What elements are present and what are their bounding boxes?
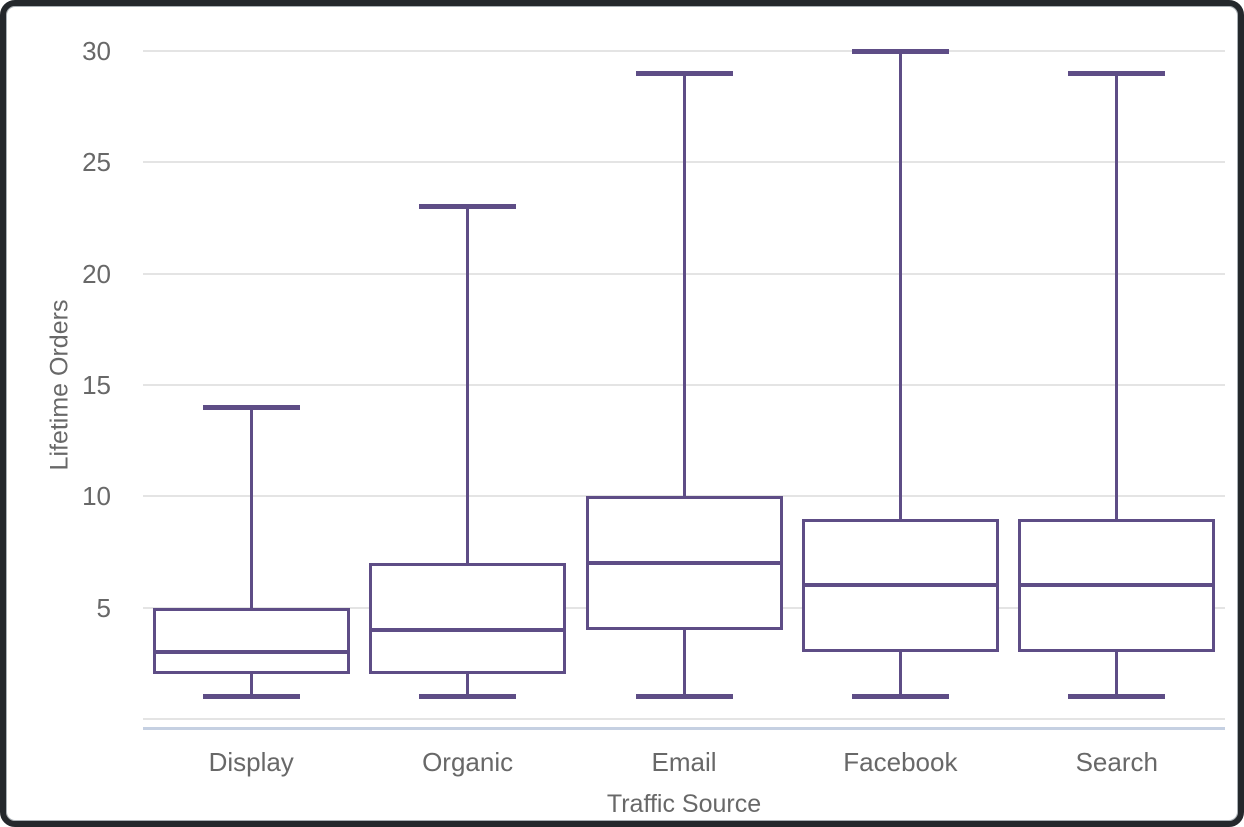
boxplot-email	[6, 6, 1238, 821]
x-tick-label-email: Email	[651, 747, 717, 777]
display-median-line	[152, 650, 350, 655]
display-box-body	[152, 607, 350, 675]
y-tick-label: 30	[82, 36, 111, 66]
email-lower-whisker	[682, 629, 686, 697]
organic-min-cap	[419, 694, 517, 700]
email-max-cap	[635, 70, 733, 76]
email-box-body	[585, 496, 783, 630]
facebook-upper-whisker	[898, 51, 902, 519]
y-tick-label: 10	[82, 481, 111, 512]
search-lower-whisker	[1115, 652, 1119, 697]
search-box-body	[1018, 518, 1216, 653]
facebook-median-line	[801, 583, 999, 588]
search-min-cap	[1068, 694, 1166, 700]
x-tick-label-facebook: Facebook	[843, 747, 958, 777]
search-max-cap	[1068, 70, 1166, 76]
gridline	[143, 50, 1225, 52]
x-axis-line	[143, 727, 1225, 730]
gridline	[143, 495, 1225, 498]
display-lower-whisker	[249, 674, 253, 697]
facebook-min-cap	[851, 694, 949, 700]
x-tick-label-organic: Organic	[422, 747, 514, 777]
x-tick-label-display: Display	[208, 747, 294, 777]
organic-box-body	[369, 563, 567, 675]
y-tick-label: 5	[96, 592, 111, 623]
facebook-box-body	[801, 518, 999, 653]
display-upper-whisker	[249, 407, 253, 608]
boxplot-search	[6, 6, 1238, 821]
gridline	[143, 161, 1225, 164]
search-upper-whisker	[1115, 73, 1119, 519]
email-median-line	[585, 561, 783, 566]
boxplot-chart-area: 5 10 15 20 25 30 Display Organic Email Facebook Se…	[6, 6, 1238, 821]
organic-max-cap	[419, 204, 517, 210]
y-tick-label: 20	[82, 258, 111, 289]
display-max-cap	[202, 404, 300, 410]
boxplot-facebook	[6, 6, 1238, 821]
gridline	[143, 384, 1225, 386]
search-median-line	[1018, 583, 1216, 588]
y-axis-title: Lifetime Orders	[45, 299, 74, 471]
gridline	[143, 718, 1225, 720]
gridline	[143, 606, 1225, 609]
boxplot-display	[6, 6, 1238, 821]
display-min-cap	[202, 694, 300, 700]
x-tick-label-search: Search	[1075, 747, 1158, 777]
email-min-cap	[635, 694, 733, 700]
organic-median-line	[369, 627, 567, 632]
x-axis-title: Traffic Source	[606, 790, 762, 818]
gridline	[143, 272, 1225, 275]
y-tick-label: 15	[82, 370, 111, 400]
facebook-lower-whisker	[898, 652, 902, 697]
organic-lower-whisker	[466, 674, 470, 697]
email-upper-whisker	[682, 73, 686, 497]
boxplot-organic	[6, 6, 1238, 821]
y-tick-label: 25	[82, 147, 111, 178]
